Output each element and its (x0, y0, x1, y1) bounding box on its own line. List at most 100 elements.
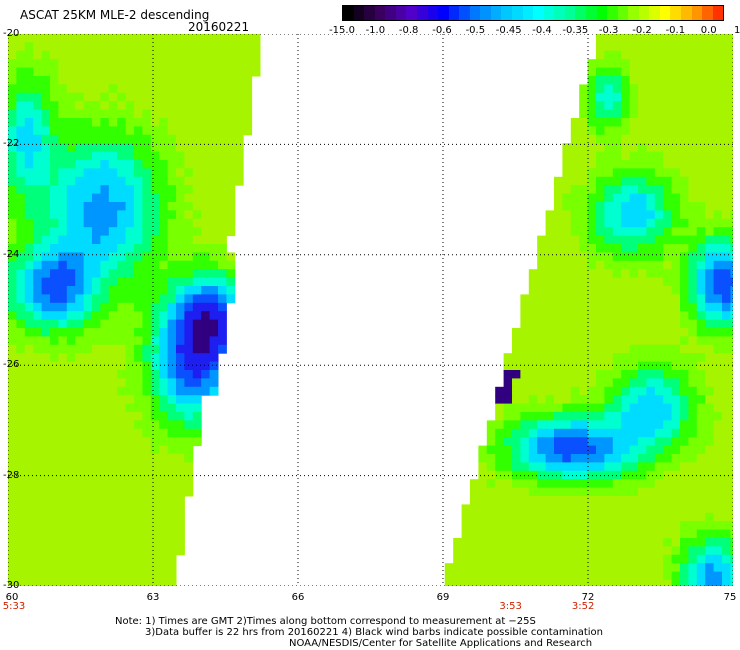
data-cell (108, 454, 118, 463)
data-cell (604, 260, 614, 270)
data-cell (167, 479, 177, 489)
data-cell (209, 353, 219, 363)
data-cell (150, 496, 160, 505)
data-cell (117, 512, 127, 522)
data-cell (33, 428, 43, 438)
data-cell (192, 202, 202, 211)
data-cell (713, 118, 723, 127)
data-cell (150, 420, 160, 430)
data-cell (16, 193, 26, 203)
data-cell (629, 302, 639, 312)
data-cell (159, 428, 169, 438)
data-cell (646, 210, 656, 220)
data-cell (562, 252, 572, 262)
data-cell (713, 277, 723, 287)
data-cell (83, 42, 93, 52)
data-cell (528, 370, 538, 379)
data-cell (125, 529, 135, 539)
data-cell (159, 529, 169, 539)
data-cell (83, 428, 93, 438)
data-cell (184, 151, 194, 161)
data-cell (638, 319, 647, 329)
data-cell (680, 260, 689, 270)
data-cell (150, 286, 160, 295)
data-cell (663, 512, 673, 522)
data-cell (201, 302, 211, 312)
data-cell (50, 84, 59, 94)
data-cell (83, 92, 93, 102)
data-cell (66, 521, 76, 531)
data-cell (545, 277, 555, 287)
data-cell (596, 302, 605, 312)
data-cell (495, 546, 505, 556)
data-cell (671, 428, 681, 438)
longitude-label: 72 (581, 592, 595, 603)
data-cell (730, 479, 733, 489)
data-cell (554, 454, 563, 463)
data-cell (612, 344, 622, 354)
data-cell (58, 210, 68, 220)
data-cell (638, 412, 647, 421)
data-cell (50, 302, 59, 312)
data-cell (596, 344, 605, 354)
data-cell (134, 269, 143, 279)
color-scale-swatch (469, 6, 481, 20)
data-cell (587, 67, 597, 77)
data-cell (58, 109, 68, 119)
data-cell (671, 126, 681, 136)
data-cell (142, 361, 152, 371)
data-cell (218, 277, 227, 287)
data-cell (125, 143, 135, 153)
data-cell (688, 218, 698, 228)
data-cell (713, 496, 723, 505)
data-cell (537, 546, 547, 556)
data-cell (100, 420, 110, 430)
data-cell (528, 412, 538, 421)
data-cell (117, 496, 127, 505)
data-cell (41, 571, 51, 581)
data-cell (587, 361, 597, 371)
data-cell (134, 487, 143, 497)
data-cell (92, 286, 101, 295)
data-cell (16, 437, 26, 447)
data-cell (134, 185, 143, 195)
data-cell (688, 445, 698, 455)
data-cell (226, 101, 236, 111)
data-cell (503, 386, 513, 396)
color-scale-label: -0.5 (465, 25, 486, 36)
data-cell (671, 580, 681, 586)
data-cell (159, 34, 169, 43)
data-cell (579, 370, 589, 379)
data-cell (579, 336, 589, 346)
data-cell (50, 319, 59, 329)
data-cell (604, 76, 614, 85)
data-cell (226, 294, 236, 304)
data-cell (159, 168, 169, 178)
data-cell (218, 126, 227, 136)
data-cell (234, 34, 244, 43)
pass-time-label: 3:53 (499, 601, 522, 612)
data-cell (66, 328, 76, 337)
data-cell (176, 210, 185, 220)
data-cell (209, 160, 219, 169)
data-cell (621, 294, 631, 304)
data-cell (537, 496, 547, 505)
data-cell (495, 504, 505, 514)
data-cell (570, 563, 580, 573)
data-cell (142, 487, 152, 497)
data-cell (713, 59, 723, 69)
data-cell (8, 336, 17, 346)
data-cell (159, 160, 169, 169)
data-cell (218, 34, 227, 43)
data-cell (646, 428, 656, 438)
data-cell (528, 336, 538, 346)
data-cell (444, 580, 454, 586)
data-cell (159, 496, 169, 505)
data-cell (470, 563, 479, 573)
data-cell (604, 109, 614, 119)
data-cell (713, 302, 723, 312)
data-cell (92, 294, 101, 304)
data-cell (587, 428, 597, 438)
data-cell (83, 168, 93, 178)
data-cell (562, 311, 572, 321)
